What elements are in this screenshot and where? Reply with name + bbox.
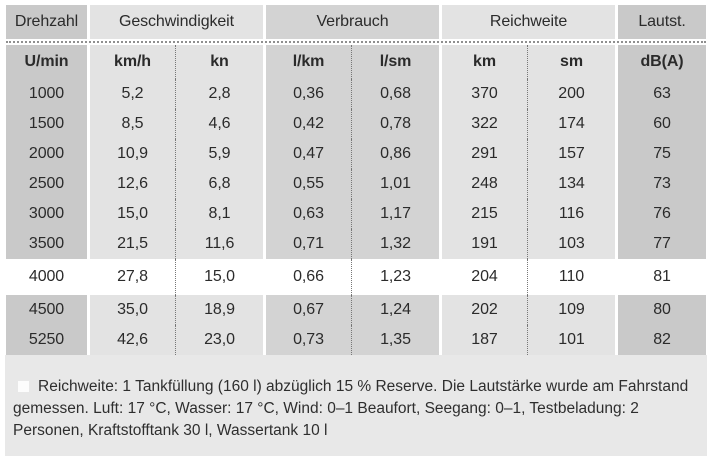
column-group-header-1: Geschwindigkeit <box>87 5 263 39</box>
table-cell-r4c4: 1,17 <box>351 199 439 229</box>
table-cell-r1c4: 0,78 <box>351 109 439 139</box>
table-cell-r0c3: 0,36 <box>263 79 351 109</box>
header-dotted-divider <box>6 39 706 45</box>
unit-header-4: l/sm <box>351 45 439 79</box>
table-cell-r3c4: 1,01 <box>351 169 439 199</box>
table-cell-r7c3: 0,67 <box>263 295 351 325</box>
table-cell-r0c1: 5,2 <box>87 79 175 109</box>
table-cell-r4c1: 15,0 <box>87 199 175 229</box>
table-cell-r5c3: 0,71 <box>263 229 351 259</box>
table-cell-r7c1: 35,0 <box>87 295 175 325</box>
table-cell-r7c0: 4500 <box>6 295 87 325</box>
table-cell-r6c5: 204 <box>439 259 527 295</box>
unit-header-0: U/min <box>6 45 87 79</box>
table-cell-r7c5: 202 <box>439 295 527 325</box>
table-cell-r1c1: 8,5 <box>87 109 175 139</box>
table-cell-r2c2: 5,9 <box>175 139 263 169</box>
table-cell-r1c2: 4,6 <box>175 109 263 139</box>
table-cell-r6c4: 1,23 <box>351 259 439 295</box>
table-cell-r4c2: 8,1 <box>175 199 263 229</box>
table-cell-r0c7: 63 <box>615 79 706 109</box>
table-cell-r2c4: 0,86 <box>351 139 439 169</box>
table-cell-r5c0: 3500 <box>6 229 87 259</box>
table-cell-r4c7: 76 <box>615 199 706 229</box>
table-cell-r0c6: 200 <box>527 79 615 109</box>
table-cell-r2c0: 2000 <box>6 139 87 169</box>
table-cell-r3c3: 0,55 <box>263 169 351 199</box>
table-cell-r2c3: 0,47 <box>263 139 351 169</box>
unit-header-1: km/h <box>87 45 175 79</box>
table-cell-r8c3: 0,73 <box>263 325 351 355</box>
table-cell-r1c6: 174 <box>527 109 615 139</box>
table-cell-r7c7: 80 <box>615 295 706 325</box>
unit-header-3: l/km <box>263 45 351 79</box>
table-cell-r6c7: 81 <box>615 259 706 295</box>
table-cell-r6c2: 15,0 <box>175 259 263 295</box>
table-cell-r8c6: 101 <box>527 325 615 355</box>
table-cell-r2c7: 75 <box>615 139 706 169</box>
table-cell-r5c7: 77 <box>615 229 706 259</box>
table-cell-r3c2: 6,8 <box>175 169 263 199</box>
table-cell-r0c0: 1000 <box>6 79 87 109</box>
table-cell-r5c5: 191 <box>439 229 527 259</box>
table-cell-r6c0: 4000 <box>6 259 87 295</box>
table-cell-r4c3: 0,63 <box>263 199 351 229</box>
table-cell-r2c5: 291 <box>439 139 527 169</box>
table-cell-r7c2: 18,9 <box>175 295 263 325</box>
footnote-panel: Reichweite: 1 Tankfüllung (160 l) abzügl… <box>5 355 707 456</box>
table-cell-r0c4: 0,68 <box>351 79 439 109</box>
table-cell-r4c5: 215 <box>439 199 527 229</box>
table-cell-r8c2: 23,0 <box>175 325 263 355</box>
table-cell-r6c3: 0,66 <box>263 259 351 295</box>
table-cell-r0c5: 370 <box>439 79 527 109</box>
unit-header-7: dB(A) <box>615 45 706 79</box>
table-cell-r2c1: 10,9 <box>87 139 175 169</box>
table-cell-r2c6: 157 <box>527 139 615 169</box>
table-cell-r7c6: 109 <box>527 295 615 325</box>
table-cell-r1c5: 322 <box>439 109 527 139</box>
table-cell-r8c5: 187 <box>439 325 527 355</box>
column-group-header-2: Verbrauch <box>263 5 439 39</box>
white-square-bullet-icon <box>18 381 29 392</box>
column-group-header-3: Reichweite <box>439 5 615 39</box>
table-cell-r5c2: 11,6 <box>175 229 263 259</box>
table-cell-r4c6: 116 <box>527 199 615 229</box>
table-cell-r6c1: 27,8 <box>87 259 175 295</box>
table-cell-r4c0: 3000 <box>6 199 87 229</box>
footnote-text: Reichweite: 1 Tankfüllung (160 l) abzügl… <box>13 378 689 439</box>
table-cell-r1c7: 60 <box>615 109 706 139</box>
unit-header-2: kn <box>175 45 263 79</box>
table-cell-r8c0: 5250 <box>6 325 87 355</box>
table-cell-r3c0: 2500 <box>6 169 87 199</box>
table-cell-r3c7: 73 <box>615 169 706 199</box>
table-cell-r3c6: 134 <box>527 169 615 199</box>
unit-header-5: km <box>439 45 527 79</box>
table-cell-r8c4: 1,35 <box>351 325 439 355</box>
table-cell-r8c1: 42,6 <box>87 325 175 355</box>
table-cell-r5c1: 21,5 <box>87 229 175 259</box>
table-cell-r5c4: 1,32 <box>351 229 439 259</box>
table-cell-r7c4: 1,24 <box>351 295 439 325</box>
table-cell-r8c7: 82 <box>615 325 706 355</box>
table-cell-r6c6: 110 <box>527 259 615 295</box>
column-group-header-4: Lautst. <box>615 5 706 39</box>
column-group-header-0: Drehzahl <box>6 5 87 39</box>
table-cell-r3c5: 248 <box>439 169 527 199</box>
table-cell-r5c6: 103 <box>527 229 615 259</box>
footnote: Reichweite: 1 Tankfüllung (160 l) abzügl… <box>13 376 695 442</box>
unit-header-6: sm <box>527 45 615 79</box>
table-cell-r1c3: 0,42 <box>263 109 351 139</box>
table-cell-r3c1: 12,6 <box>87 169 175 199</box>
table-cell-r0c2: 2,8 <box>175 79 263 109</box>
performance-table: Drehzahl Geschwindigkeit Verbrauch Reichwei… <box>6 5 706 355</box>
table-cell-r1c0: 1500 <box>6 109 87 139</box>
